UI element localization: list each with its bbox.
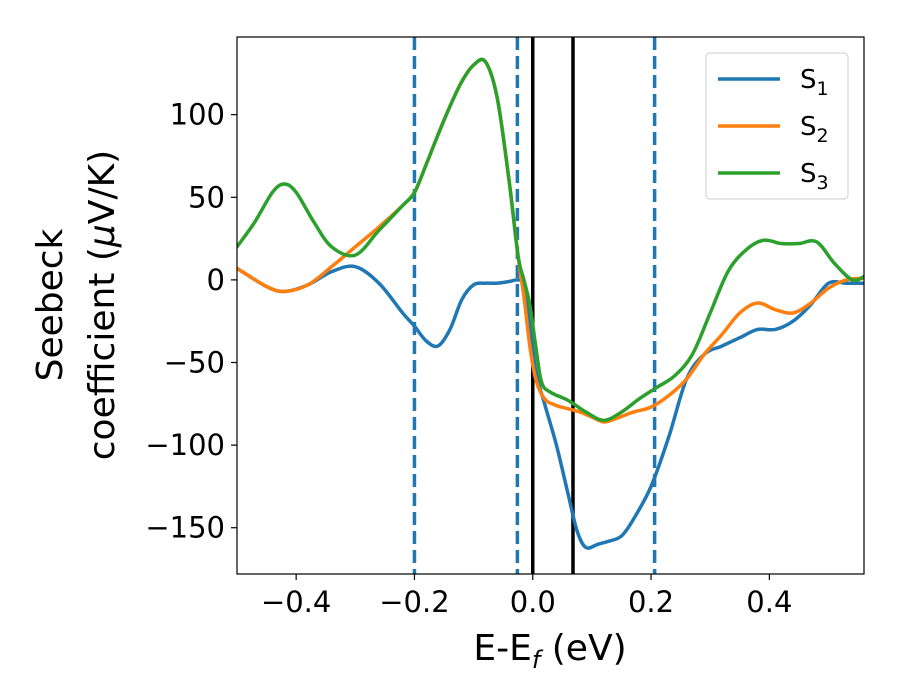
y-tick-label: −100 <box>145 428 225 462</box>
plot-frame <box>236 36 865 575</box>
x-tick-label: 0.4 <box>746 585 792 619</box>
series-line-s1 <box>237 264 864 550</box>
y-tick-label: 100 <box>170 98 225 132</box>
y-axis: 100 50 0 −50 −100 −150 <box>145 98 237 545</box>
x-tick-label: 0.0 <box>510 585 556 619</box>
legend-label-s3: S3 <box>800 159 829 194</box>
y-axis-title-line1: Seebeck <box>30 228 71 381</box>
x-tick-label: 0.2 <box>628 585 674 619</box>
y-tick-label: 0 <box>207 263 225 297</box>
x-tick-label: −0.4 <box>261 585 331 619</box>
x-axis: −0.4 −0.2 0.0 0.2 0.4 <box>261 574 792 619</box>
y-tick-label: 50 <box>188 180 225 214</box>
x-tick-label: −0.2 <box>379 585 449 619</box>
y-tick-label: −50 <box>164 346 225 380</box>
legend: S1 S2 S3 <box>705 52 849 200</box>
y-axis-title: Seebeck coefficient (μV/K) <box>30 150 123 460</box>
series-line-s3 <box>237 57 864 423</box>
legend-label-s2: S2 <box>800 112 829 147</box>
plot-area <box>237 37 864 574</box>
x-axis-title: E-Ef (eV) <box>473 628 626 674</box>
legend-label-s1: S1 <box>800 65 829 100</box>
y-axis-title-line2: coefficient (μV/K) <box>82 150 123 460</box>
y-tick-label: −150 <box>145 511 225 545</box>
